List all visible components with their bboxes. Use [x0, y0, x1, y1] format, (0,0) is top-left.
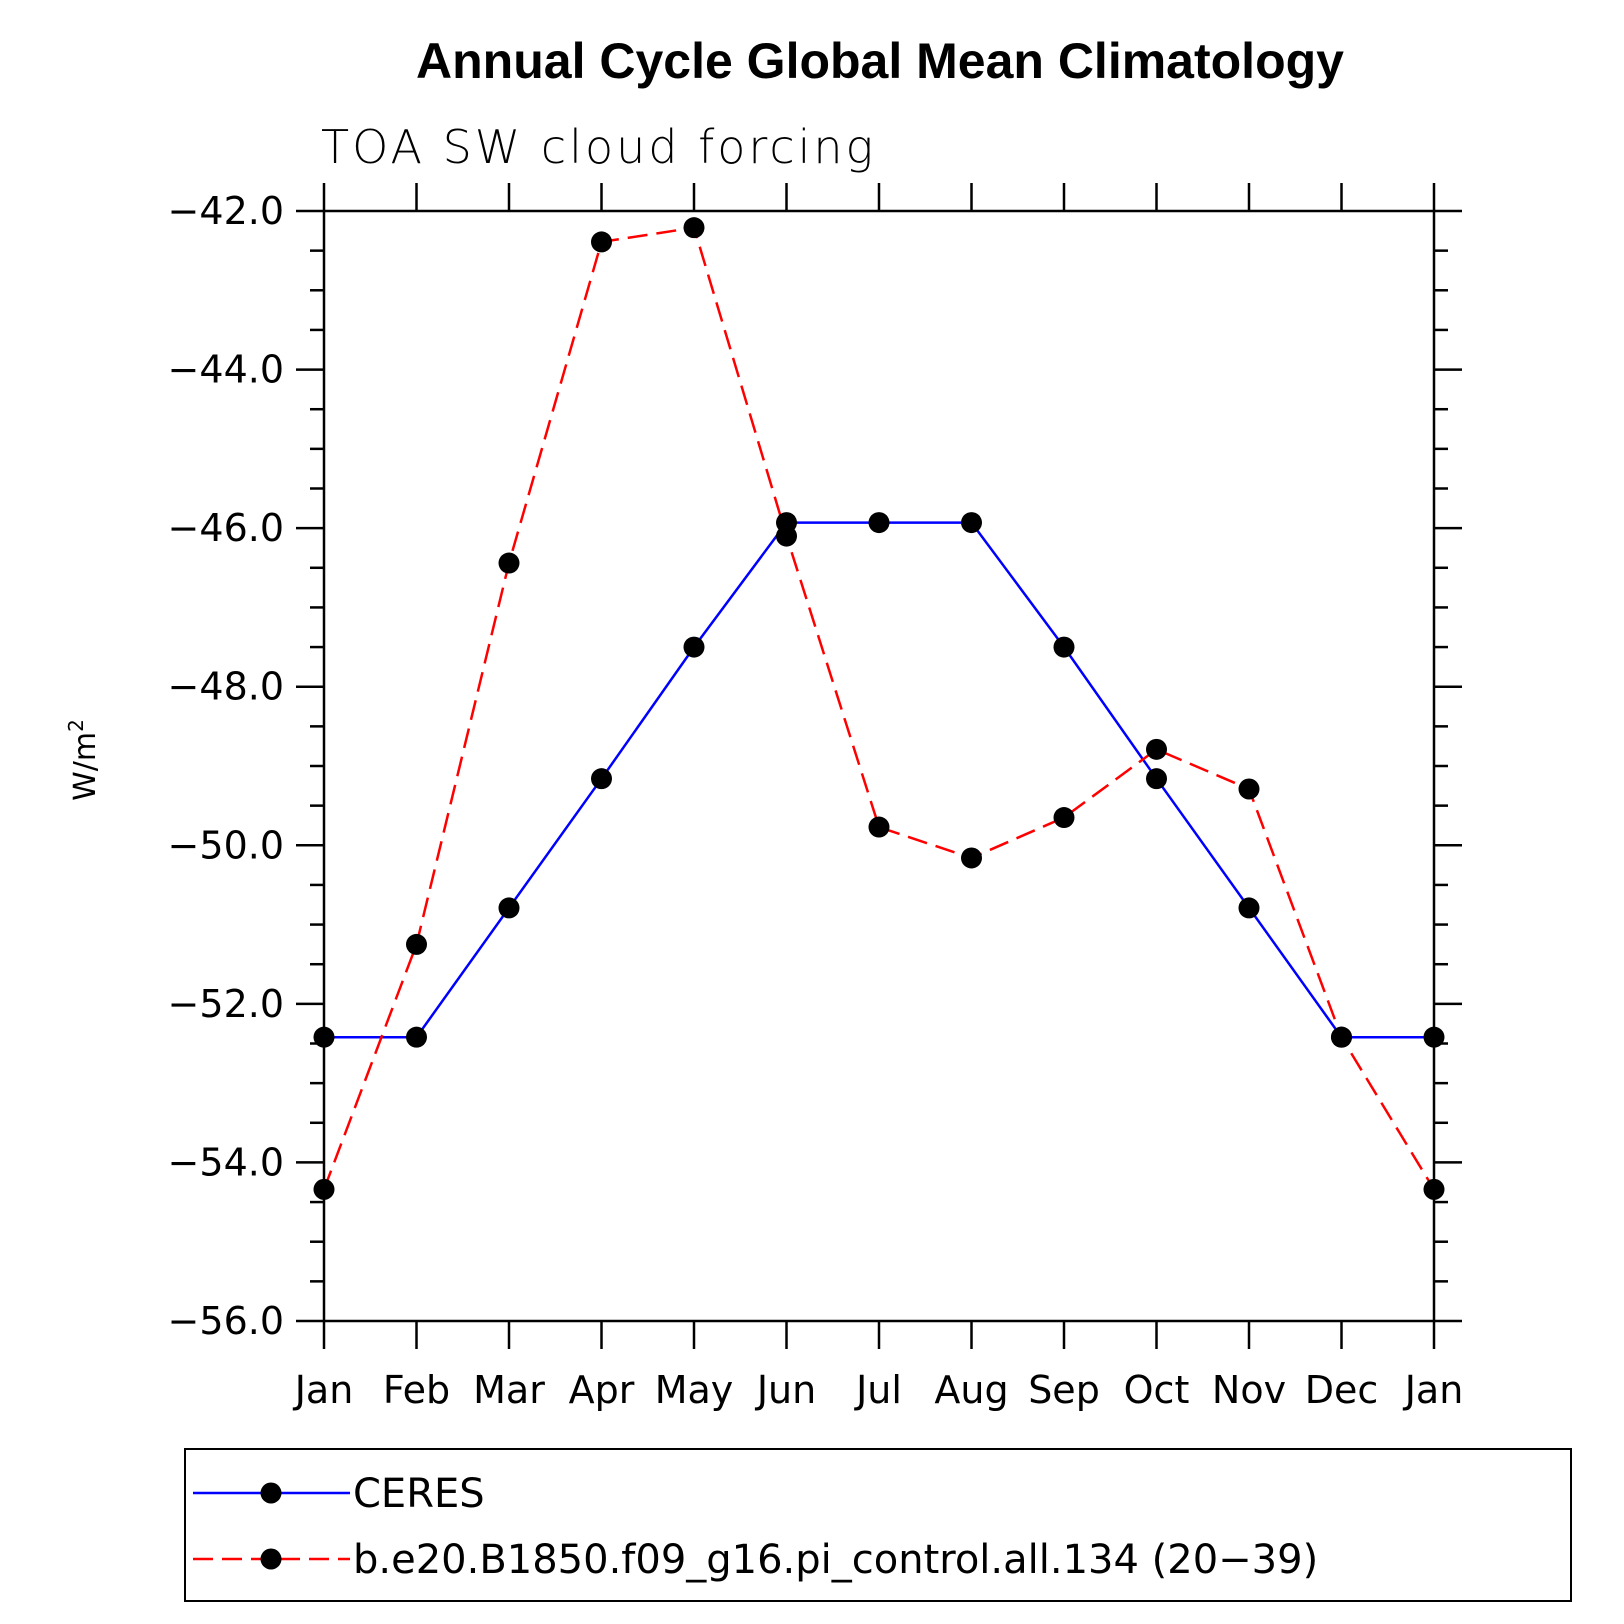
chart-subtitle: TOA SW cloud forcing	[321, 120, 876, 174]
legend-entry-2: b.e20.B1850.f09_g16.pi_control.all.134 (…	[193, 1537, 1318, 1583]
series-1-point	[591, 768, 612, 790]
x-tick-label: Oct	[1124, 1368, 1190, 1412]
x-tick-labels: Jan Feb Mar Apr May Jun Jul Aug Sep Oct Nov Dec Jan	[293, 1368, 1464, 1412]
series-lines	[322, 226, 1436, 1191]
legend-label: b.e20.B1850.f09_g16.pi_control.all.134 (…	[353, 1537, 1318, 1583]
x-tick-label: Aug	[934, 1368, 1008, 1412]
series-2-point	[683, 217, 705, 239]
y-axis-label: W/m2	[64, 719, 103, 801]
series-2-point	[868, 816, 890, 838]
y-tick-label: −50.0	[168, 823, 284, 867]
chart-title: Annual Cycle Global Mean Climatology	[416, 33, 1344, 89]
series-1-point	[683, 636, 705, 658]
legend: CERES b.e20.B1850.f09_g16.pi_control.all.…	[184, 1448, 1572, 1602]
x-tick-label: May	[655, 1368, 734, 1412]
y-tick-label: −56.0	[168, 1299, 284, 1343]
legend-label: CERES	[353, 1471, 485, 1517]
series-1-point	[1053, 636, 1075, 658]
y-tick-label: −54.0	[168, 1140, 284, 1184]
series-2-point	[1053, 807, 1075, 829]
legend-entries: CERES b.e20.B1850.f09_g16.pi_control.all.…	[193, 1471, 1318, 1583]
series-1-point	[498, 897, 520, 919]
plot-frame	[322, 209, 1436, 1323]
x-tick-label: Sep	[1028, 1368, 1100, 1412]
x-tick-label: Dec	[1305, 1368, 1379, 1412]
y-tick-label: −52.0	[168, 982, 284, 1026]
series-line-1	[324, 521, 1434, 1039]
series-1-point	[1146, 768, 1167, 790]
series-2-point	[406, 933, 427, 955]
series-1-point	[961, 512, 982, 534]
legend-marker	[260, 1548, 282, 1570]
series-2-point	[776, 525, 797, 547]
legend-box	[184, 1448, 1572, 1602]
x-tick-label: Jul	[854, 1368, 902, 1412]
series-2-point	[1146, 738, 1167, 760]
series-2-point	[1331, 1026, 1352, 1048]
y-tick-label: −48.0	[168, 665, 284, 709]
y-axis-label-superscript: 2	[64, 719, 88, 732]
series-2-point	[961, 847, 982, 869]
x-tick-label: Nov	[1212, 1368, 1286, 1412]
x-tick-label: Jan	[293, 1368, 354, 1412]
legend-marker	[260, 1482, 282, 1504]
series-2-point	[591, 231, 612, 253]
series-1-point	[406, 1026, 427, 1048]
legend-entry-1: CERES	[193, 1471, 485, 1517]
x-tick-label: Jun	[755, 1368, 816, 1412]
y-tick-label: −44.0	[168, 348, 284, 392]
y-tick-label: −46.0	[168, 506, 284, 550]
y-tick-labels: −56.0 −54.0 −52.0 −50.0 −48.0 −46.0 −44.0 −42.0	[168, 189, 284, 1343]
series-markers	[313, 217, 1445, 1200]
series-2-point	[1238, 778, 1260, 800]
x-tick-label: Mar	[473, 1368, 545, 1412]
series-1-point	[1238, 897, 1260, 919]
tick-marks	[296, 183, 1462, 1349]
x-tick-label: Apr	[569, 1368, 635, 1412]
y-tick-label: −42.0	[168, 189, 284, 233]
series-1-point	[868, 512, 890, 534]
series-2-point	[498, 552, 520, 574]
series-line-2	[322, 226, 1436, 1191]
x-tick-label: Jan	[1403, 1368, 1464, 1412]
y-axis-label-main: W/m	[68, 732, 103, 801]
x-tick-label: Feb	[383, 1368, 450, 1412]
